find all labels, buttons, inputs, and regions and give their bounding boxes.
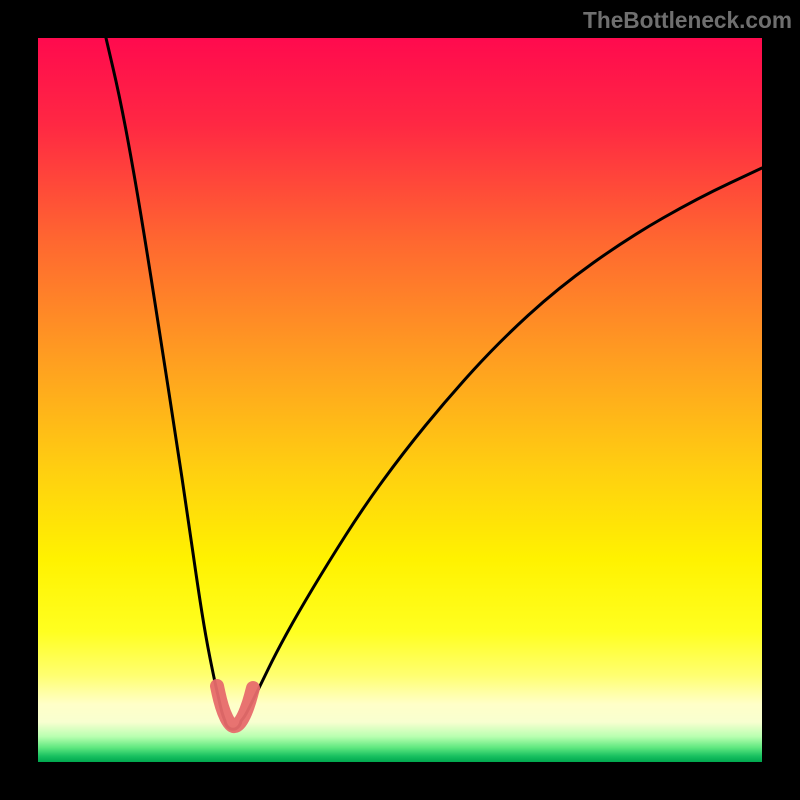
figure-root: TheBottleneck.com	[0, 0, 800, 800]
plot-area	[38, 38, 762, 762]
gradient-background	[38, 38, 762, 762]
watermark-text: TheBottleneck.com	[583, 7, 792, 34]
plot-svg	[38, 38, 762, 762]
